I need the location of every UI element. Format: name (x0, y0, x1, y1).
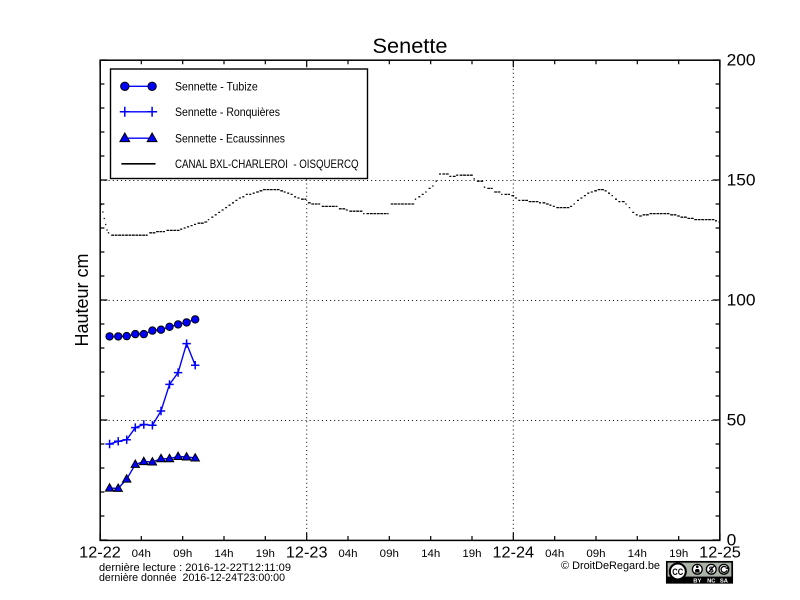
svg-text:BY: BY (693, 578, 701, 584)
svg-text:dernière lecture : 2016-12-22T: dernière lecture : 2016-12-22T12:11:09 (99, 562, 291, 574)
svg-text:12-24: 12-24 (493, 545, 535, 562)
svg-text:14h: 14h (421, 548, 440, 560)
svg-text:09h: 09h (586, 548, 605, 560)
svg-text:14h: 14h (214, 548, 233, 560)
svg-text:Sennette - Ronquières: Sennette - Ronquières (175, 105, 280, 119)
svg-text:© DroitDeRegard.be: © DroitDeRegard.be (561, 560, 660, 572)
svg-text:Hauteur cm: Hauteur cm (72, 254, 92, 347)
svg-text:09h: 09h (380, 548, 399, 560)
svg-text:100: 100 (727, 291, 756, 310)
svg-text:Sennette - Ecaussinnes: Sennette - Ecaussinnes (175, 131, 285, 145)
svg-text:12-25: 12-25 (699, 545, 741, 562)
svg-text:0: 0 (727, 531, 737, 550)
svg-text:04h: 04h (132, 548, 151, 560)
svg-text:14h: 14h (628, 548, 647, 560)
svg-text:04h: 04h (545, 548, 564, 560)
svg-text:19h: 19h (462, 548, 481, 560)
svg-text:09h: 09h (173, 548, 192, 560)
svg-text:04h: 04h (338, 548, 357, 560)
svg-text:50: 50 (727, 411, 746, 430)
svg-text:dernière donnée 2016-12-24T23: dernière donnée 2016-12-24T23:00:00 (99, 572, 285, 584)
svg-text:12-23: 12-23 (286, 545, 328, 562)
svg-text:CANAL BXL-CHARLEROI - OISQUER: CANAL BXL-CHARLEROI - OISQUERCQ (175, 157, 359, 171)
svg-text:Sennette - Tubize: Sennette - Tubize (175, 80, 258, 94)
svg-text:19h: 19h (669, 548, 688, 560)
svg-text:Senette: Senette (373, 35, 448, 58)
svg-text:NC: NC (707, 578, 716, 584)
svg-text:19h: 19h (256, 548, 275, 560)
svg-text:CC: CC (672, 567, 683, 578)
svg-text:200: 200 (727, 51, 756, 70)
svg-text:SA: SA (720, 578, 729, 584)
svg-text:150: 150 (727, 171, 756, 190)
svg-text:12-22: 12-22 (79, 545, 121, 562)
